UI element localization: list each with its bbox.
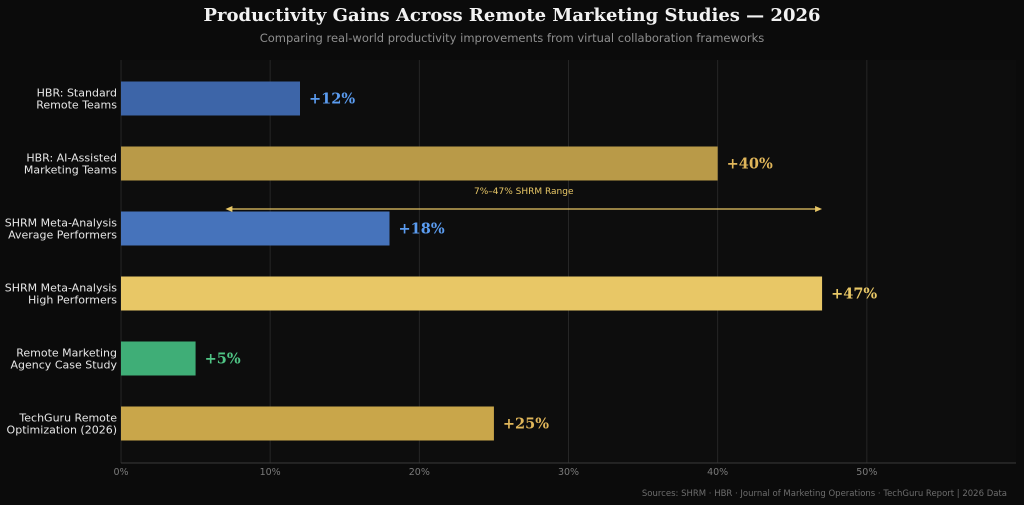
bar-group-2: +18% SHRM Meta-Analysis Average Performers — [5, 211, 445, 246]
range-annotation-label: 7%–47% SHRM Range — [474, 187, 574, 197]
x-tick-labels: 0% 10% 20% 30% 40% 50% — [113, 467, 877, 478]
category-label-1: HBR: AI-Assisted Marketing Teams — [24, 152, 117, 177]
range-arrow-right-head — [815, 206, 823, 212]
category-label-5-line-1: Optimization (2026) — [7, 424, 117, 437]
bar-group-3: +47% SHRM Meta-Analysis High Performers — [5, 276, 877, 311]
x-tick-label-3: 30% — [558, 467, 579, 478]
range-annotation: 7%–47% SHRM Range — [225, 187, 823, 212]
bar-3 — [121, 276, 823, 311]
category-label-4-line-0: Remote Marketing — [16, 347, 117, 360]
bar-value-label-4: +5% — [205, 351, 241, 368]
x-tick-label-0: 0% — [113, 467, 128, 478]
category-label-1-line-0: HBR: AI-Assisted — [26, 152, 117, 165]
chart-title: Productivity Gains Across Remote Marketi… — [203, 5, 820, 26]
category-label-4: Remote Marketing Agency Case Study — [11, 347, 118, 372]
bar-group-4: +5% Remote Marketing Agency Case Study — [11, 341, 241, 376]
bar-1 — [121, 146, 718, 181]
grid-lines — [120, 60, 1016, 463]
bar-group-1: +40% HBR: AI-Assisted Marketing Teams — [24, 146, 773, 181]
category-label-2-line-1: Average Performers — [8, 229, 117, 242]
bar-4 — [121, 341, 196, 376]
bar-value-label-2: +18% — [399, 221, 445, 238]
category-label-0: HBR: Standard Remote Teams — [36, 87, 117, 112]
range-arrow-left-head — [225, 206, 233, 212]
bar-group-5: +25% TechGuru Remote Optimization (2026) — [7, 406, 549, 441]
bar-0 — [121, 81, 300, 116]
category-label-3-line-1: High Performers — [28, 294, 117, 307]
bar-value-label-5: +25% — [503, 416, 549, 433]
category-label-5-line-0: TechGuru Remote — [18, 412, 117, 425]
bar-value-label-3: +47% — [831, 286, 877, 303]
category-label-0-line-1: Remote Teams — [36, 99, 117, 112]
x-tick-label-5: 50% — [856, 467, 877, 478]
category-label-2-line-0: SHRM Meta-Analysis — [5, 217, 118, 230]
category-label-4-line-1: Agency Case Study — [11, 359, 118, 372]
chart-subtitle: Comparing real-world productivity improv… — [260, 31, 765, 45]
category-label-3-line-0: SHRM Meta-Analysis — [5, 282, 118, 295]
bars: +12% HBR: Standard Remote Teams +40% HBR: AI… — [5, 81, 877, 441]
category-label-2: SHRM Meta-Analysis Average Performers — [5, 217, 118, 242]
bar-5 — [121, 406, 494, 441]
category-label-3: SHRM Meta-Analysis High Performers — [5, 282, 118, 307]
category-label-1-line-1: Marketing Teams — [24, 164, 117, 177]
bar-value-label-1: +40% — [727, 156, 773, 173]
x-tick-label-4: 40% — [707, 467, 728, 478]
bar-group-0: +12% HBR: Standard Remote Teams — [36, 81, 355, 116]
x-tick-label-1: 10% — [260, 467, 281, 478]
category-label-0-line-0: HBR: Standard — [37, 87, 117, 100]
category-label-5: TechGuru Remote Optimization (2026) — [7, 412, 118, 437]
bar-value-label-0: +12% — [309, 91, 355, 108]
source-note: Sources: SHRM · HBR · Journal of Marketi… — [642, 489, 1007, 499]
bar-2 — [121, 211, 390, 246]
x-tick-label-2: 20% — [409, 467, 430, 478]
